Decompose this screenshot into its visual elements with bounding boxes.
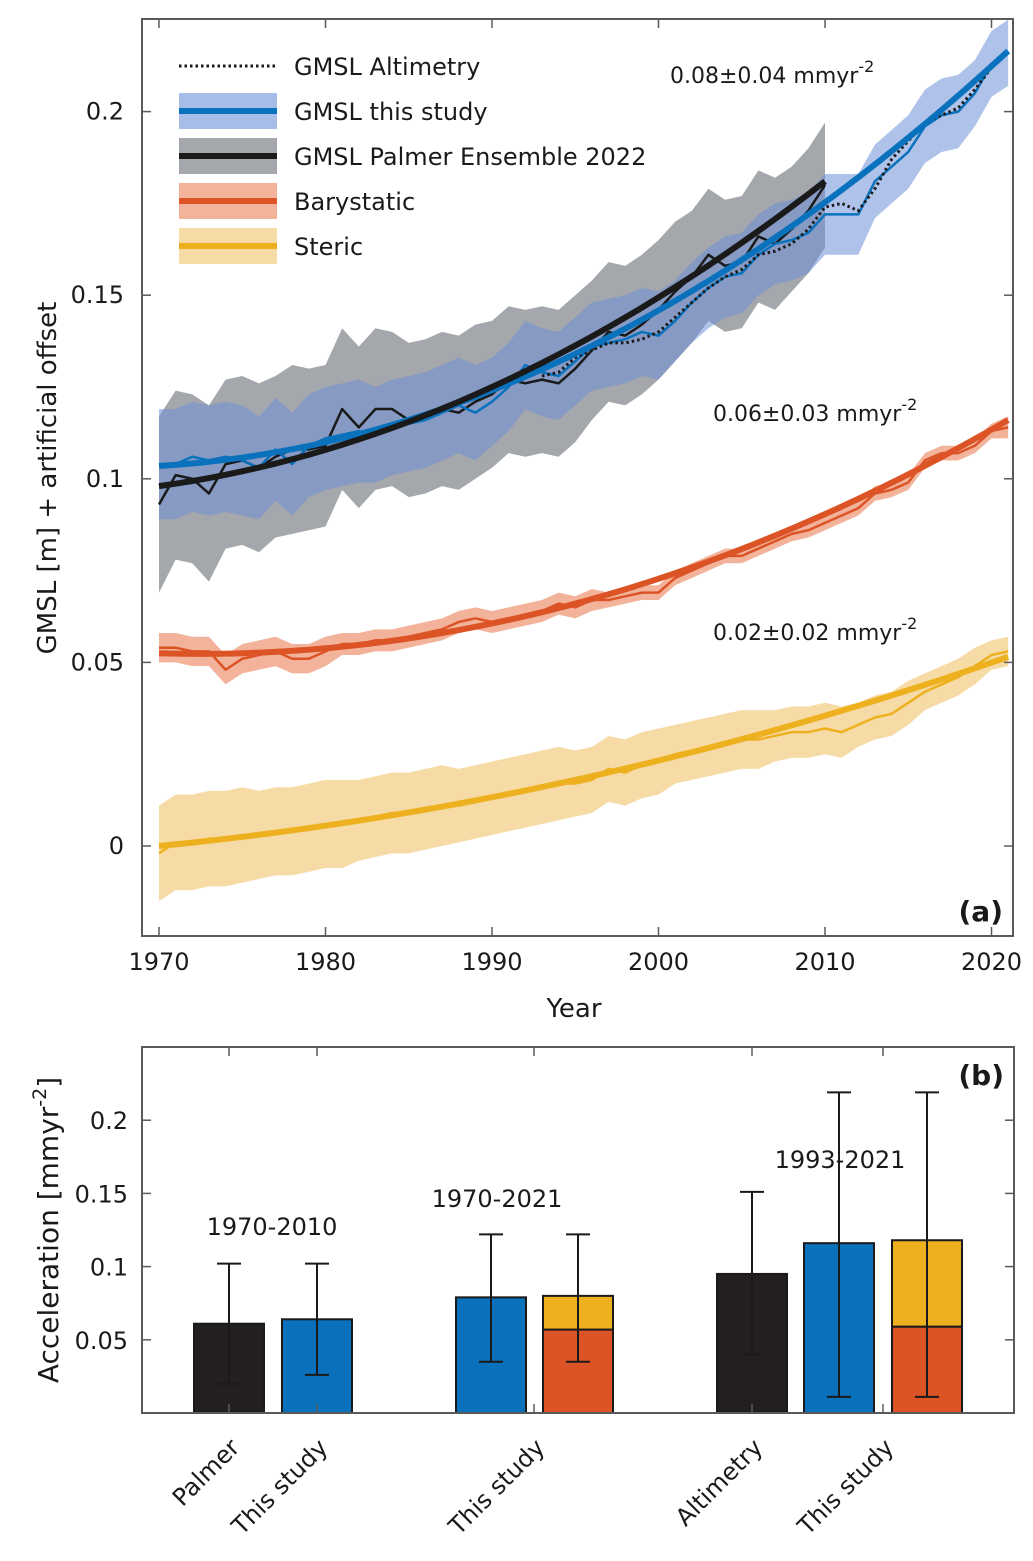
period-label-1970-2010: 1970-2010 bbox=[207, 1213, 338, 1241]
y-axis-ticks: 0.05 0.1 0.15 0.2 bbox=[75, 1107, 1014, 1355]
x-axis-ticks: 1970 1980 1990 2000 2010 2020 bbox=[128, 19, 1022, 976]
legend-item-gmsl-altimetry: GMSL Altimetry bbox=[179, 53, 480, 81]
y-tick-label: 0.1 bbox=[86, 465, 124, 493]
y-axis-title-superscript: -2 bbox=[29, 1088, 51, 1107]
y-axis-title: Acceleration [mmyr-2] bbox=[29, 1077, 65, 1383]
band-gmsl-this-study bbox=[159, 19, 1009, 520]
x-tick-label: 2010 bbox=[794, 948, 855, 976]
x-tick-label: 1980 bbox=[295, 948, 356, 976]
legend-label: GMSL Palmer Ensemble 2022 bbox=[294, 143, 646, 171]
panel-label-a: (a) bbox=[959, 895, 1004, 928]
annotation-superscript: -2 bbox=[901, 395, 917, 414]
legend-label: Steric bbox=[294, 233, 363, 261]
y-tick-label: 0.15 bbox=[71, 281, 124, 309]
fit-barystatic-fit bbox=[158, 417, 1010, 657]
legend-item-steric: Steric bbox=[179, 228, 363, 264]
y-tick-label: 0 bbox=[109, 832, 124, 860]
x-tick-label: This study bbox=[226, 1433, 334, 1541]
period-label-1993-2021: 1993-2021 bbox=[775, 1146, 906, 1174]
annotation-steric: 0.02±0.02 mmyr-2 bbox=[713, 614, 917, 646]
annotation-barystatic: 0.06±0.03 mmyr-2 bbox=[713, 395, 917, 427]
legend-label: GMSL this study bbox=[294, 98, 488, 126]
y-tick-label: 0.2 bbox=[90, 1107, 128, 1135]
legend: GMSL Altimetry GMSL this study GMSL Palmer… bbox=[179, 53, 646, 264]
y-axis-title: GMSL [m] + artificial offset bbox=[33, 302, 63, 655]
panel-b-axes-frame bbox=[141, 1046, 1015, 1414]
x-tick-label: This study bbox=[443, 1433, 551, 1541]
y-tick-label: 0.1 bbox=[90, 1254, 128, 1282]
fit-steric-fit bbox=[158, 654, 1010, 849]
x-tick-label: 1970 bbox=[128, 948, 189, 976]
error-bars bbox=[217, 1091, 939, 1398]
x-tick-label: This study bbox=[792, 1433, 900, 1541]
y-tick-label: 0.2 bbox=[86, 98, 124, 126]
x-tick-label: Palmer bbox=[167, 1433, 245, 1511]
annotation-superscript: -2 bbox=[901, 614, 917, 633]
legend-item-barystatic: Barystatic bbox=[179, 183, 415, 219]
period-labels: 1970-2010 1970-2021 1993-2021 bbox=[207, 1146, 906, 1241]
panel-a-axes-frame bbox=[141, 18, 1014, 937]
x-tick-label: 1990 bbox=[461, 948, 522, 976]
fit-gmsl-palmer-ensemble-2022-fit bbox=[158, 178, 827, 490]
y-tick-label: 0.15 bbox=[75, 1180, 128, 1208]
legend-label: Barystatic bbox=[294, 188, 415, 216]
y-tick-label: 0.05 bbox=[71, 648, 124, 676]
band-steric bbox=[159, 636, 1009, 902]
x-tick-label: 2000 bbox=[628, 948, 689, 976]
y-axis-title-close: ] bbox=[32, 1077, 65, 1088]
legend-item-gmsl-palmer-ensemble-2022: GMSL Palmer Ensemble 2022 bbox=[179, 138, 646, 174]
y-tick-label: 0.05 bbox=[75, 1327, 128, 1355]
series-lines bbox=[157, 48, 1011, 855]
legend-item-gmsl-this-study: GMSL this study bbox=[179, 93, 488, 129]
x-tick-label: Altimetry bbox=[670, 1433, 768, 1531]
annotation-gmsl-this-study: 0.08±0.04 mmyr-2 bbox=[670, 57, 874, 89]
period-label-1970-2021: 1970-2021 bbox=[432, 1185, 563, 1213]
panel-a: 1970 1980 1990 2000 2010 2020 0 0.05 0.1 0.15 0.2… bbox=[33, 18, 1022, 1024]
panel-label-b: (b) bbox=[958, 1059, 1004, 1092]
legend-label: GMSL Altimetry bbox=[294, 53, 480, 81]
annotation-superscript: -2 bbox=[858, 57, 874, 76]
x-tick-label: 2020 bbox=[961, 948, 1022, 976]
y-axis-ticks: 0 0.05 0.1 0.15 0.2 bbox=[71, 98, 1013, 860]
fit-gmsl-this-study-fit bbox=[158, 48, 1011, 469]
x-axis-title: Year bbox=[545, 994, 601, 1024]
